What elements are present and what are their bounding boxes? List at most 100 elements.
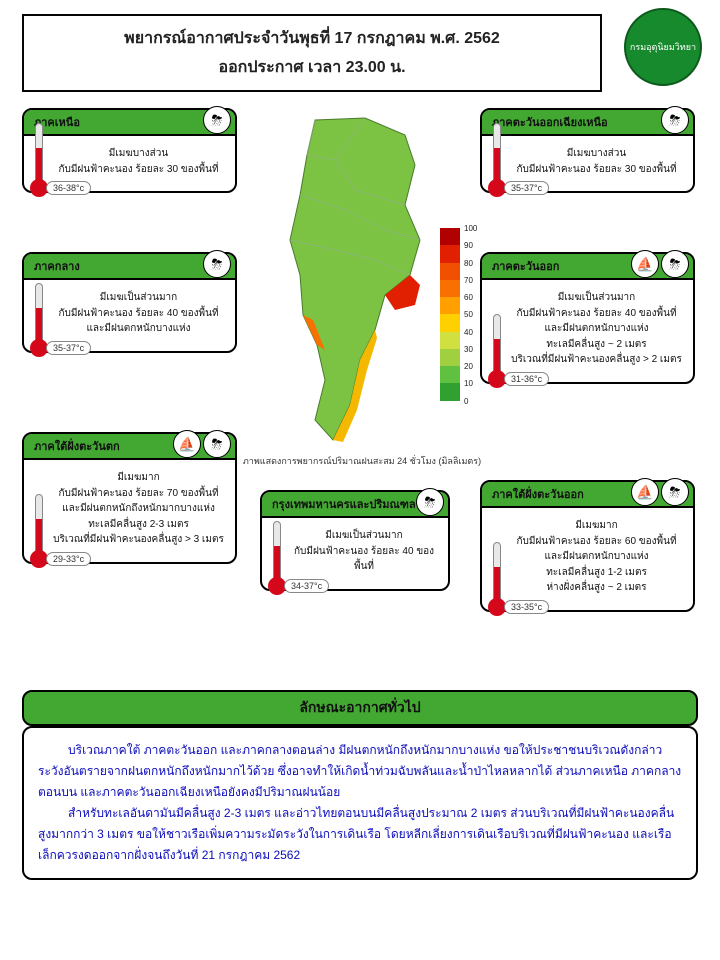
storm-icon: ⛈ [661, 478, 689, 506]
region-card-bkk: กรุงเทพมหานครและปริมณฑล⛈มีเมฆเป็นส่วนมาก… [260, 490, 450, 591]
region-title: ภาคตะวันออก [492, 257, 559, 275]
region-card-south_w: ภาคใต้ฝั่งตะวันตก⛵⛈มีเมฆมากกับมีฝนฟ้าคะน… [22, 432, 237, 564]
general-p2: สำหรับทะเลอันดามันมีคลื่นสูง 2-3 เมตร แล… [38, 803, 682, 866]
forecast-line: มีเมฆมาก [510, 518, 683, 534]
forecast-line: ห่างฝั่งคลื่นสูง ~ 2 เมตร [510, 580, 683, 596]
region-body-east: มีเมฆเป็นส่วนมากกับมีฝนฟ้าคะนอง ร้อยละ 4… [482, 280, 693, 382]
legend-cell [440, 366, 460, 383]
header-box: พยากรณ์อากาศประจำวันพุธที่ 17 กรกฎาคม พ.… [22, 14, 602, 92]
legend-cell [440, 245, 460, 262]
storm-icon: ⛈ [661, 106, 689, 134]
legend-label: 60 [464, 293, 473, 302]
legend-cell [440, 401, 460, 418]
region-card-north: ภาคเหนือ⛈ มีเมฆบางส่วนกับมีฝนฟ้าคะนอง ร้อ… [22, 108, 237, 193]
map-legend: 1009080706050403020100 [440, 228, 460, 418]
temp-badge: 31-36°c [504, 372, 549, 386]
region-head-bkk: กรุงเทพมหานครและปริมณฑล⛈ [262, 492, 448, 518]
forecast-line: กับมีฝนฟ้าคะนอง ร้อยละ 60 ของพื้นที่ [510, 534, 683, 550]
legend-cell [440, 263, 460, 280]
forecast-line: บริเวณที่มีฝนฟ้าคะนองคลื่นสูง > 3 เมตร [52, 532, 225, 548]
forecast-line: มีเมฆบางส่วน [52, 146, 225, 162]
header-line2: ออกประกาศ เวลา 23.00 น. [36, 55, 588, 80]
temp-badge: 35-37°c [504, 181, 549, 195]
map-caption: ภาพแสดงการพยากรณ์ปริมาณฝนสะสม 24 ชั่วโมง… [232, 454, 492, 468]
forecast-line: และมีฝนตกหนักบางแห่ง [52, 321, 225, 337]
forecast-line: กับมีฝนฟ้าคะนอง ร้อยละ 40 ของพื้นที่ [510, 306, 683, 322]
region-card-northeast: ภาคตะวันออกเฉียงเหนือ⛈มีเมฆบางส่วนกับมีฝ… [480, 108, 695, 193]
forecast-line: ทะเลมีคลื่นสูง ~ 2 เมตร [510, 337, 683, 353]
forecast-line: มีเมฆเป็นส่วนมาก [52, 290, 225, 306]
weather-icons: ⛈ [416, 488, 444, 516]
weather-icons: ⛵⛈ [631, 250, 689, 278]
storm-icon: ⛈ [416, 488, 444, 516]
forecast-line: ทะเลมีคลื่นสูง 2-3 เมตร [52, 517, 225, 533]
legend-cell [440, 314, 460, 331]
weather-icons: ⛵⛈ [173, 430, 231, 458]
forecast-line: กับมีฝนฟ้าคะนอง ร้อยละ 40 ของพื้นที่ [290, 544, 438, 575]
legend-label: 30 [464, 345, 473, 354]
legend-cell [440, 228, 460, 245]
region-head-south_e: ภาคใต้ฝั่งตะวันออก⛵⛈ [482, 482, 693, 508]
weather-icons: ⛈ [203, 106, 231, 134]
legend-label: 0 [464, 397, 468, 406]
thailand-map [255, 110, 465, 450]
region-body-south_w: มีเมฆมากกับมีฝนฟ้าคะนอง ร้อยละ 70 ของพื้… [24, 460, 235, 562]
forecast-line: มีเมฆบางส่วน [510, 146, 683, 162]
region-card-east: ภาคตะวันออก⛵⛈มีเมฆเป็นส่วนมากกับมีฝนฟ้าค… [480, 252, 695, 384]
region-card-central: ภาคกลาง⛈มีเมฆเป็นส่วนมากกับมีฝนฟ้าคะนอง … [22, 252, 237, 353]
forecast-line: และมีฝนตกหนักบางแห่ง [510, 321, 683, 337]
region-body-central: มีเมฆเป็นส่วนมากกับมีฝนฟ้าคะนอง ร้อยละ 4… [24, 280, 235, 351]
storm-icon: ⛈ [661, 250, 689, 278]
temp-badge: 33-35°c [504, 600, 549, 614]
weather-icons: ⛈ [203, 250, 231, 278]
general-body: บริเวณภาคใต้ ภาคตะวันออก และภาคกลางตอนล่… [22, 726, 698, 880]
general-p1: บริเวณภาคใต้ ภาคตะวันออก และภาคกลางตอนล่… [38, 740, 682, 803]
legend-label: 50 [464, 310, 473, 319]
header-line1: พยากรณ์อากาศประจำวันพุธที่ 17 กรกฎาคม พ.… [36, 26, 588, 51]
temp-badge: 29-33°c [46, 552, 91, 566]
region-head-south_w: ภาคใต้ฝั่งตะวันตก⛵⛈ [24, 434, 235, 460]
forecast-line: ทะเลมีคลื่นสูง 1-2 เมตร [510, 565, 683, 581]
legend-cell [440, 349, 460, 366]
region-card-south_e: ภาคใต้ฝั่งตะวันออก⛵⛈มีเมฆมากกับมีฝนฟ้าคะ… [480, 480, 695, 612]
forecast-line: กับมีฝนฟ้าคะนอง ร้อยละ 70 ของพื้นที่ [52, 486, 225, 502]
region-title: ภาคใต้ฝั่งตะวันตก [34, 437, 120, 455]
forecast-line: กับมีฝนฟ้าคะนอง ร้อยละ 30 ของพื้นที่ [510, 162, 683, 178]
temp-badge: 34-37°c [284, 579, 329, 593]
region-head-northeast: ภาคตะวันออกเฉียงเหนือ⛈ [482, 110, 693, 136]
forecast-line: มีเมฆเป็นส่วนมาก [510, 290, 683, 306]
temp-badge: 35-37°c [46, 341, 91, 355]
forecast-line: และมีฝนตกหนักถึงหนักมากบางแห่ง [52, 501, 225, 517]
legend-label: 40 [464, 328, 473, 337]
storm-icon: ⛈ [203, 250, 231, 278]
region-head-central: ภาคกลาง⛈ [24, 254, 235, 280]
general-head: ลักษณะอากาศทั่วไป [22, 690, 698, 726]
logo-label: กรมอุตุนิยมวิทยา [630, 40, 696, 54]
boat-icon: ⛵ [631, 250, 659, 278]
forecast-line: กับมีฝนฟ้าคะนอง ร้อยละ 30 ของพื้นที่ [52, 162, 225, 178]
legend-label: 80 [464, 259, 473, 268]
legend-label: 10 [464, 379, 473, 388]
storm-icon: ⛈ [203, 106, 231, 134]
tmd-logo: กรมอุตุนิยมวิทยา [624, 8, 702, 86]
region-head-east: ภาคตะวันออก⛵⛈ [482, 254, 693, 280]
legend-label: 90 [464, 241, 473, 250]
legend-cell [440, 280, 460, 297]
region-title: ภาคใต้ฝั่งตะวันออก [492, 485, 584, 503]
legend-label: 100 [464, 224, 477, 233]
region-title: ภาคกลาง [34, 257, 80, 275]
general-title: ลักษณะอากาศทั่วไป [299, 699, 420, 715]
boat-icon: ⛵ [173, 430, 201, 458]
region-body-south_e: มีเมฆมากกับมีฝนฟ้าคะนอง ร้อยละ 60 ของพื้… [482, 508, 693, 610]
forecast-line: มีเมฆเป็นส่วนมาก [290, 528, 438, 544]
weather-icons: ⛈ [661, 106, 689, 134]
boat-icon: ⛵ [631, 478, 659, 506]
legend-cell [440, 297, 460, 314]
legend-cell [440, 332, 460, 349]
legend-cell [440, 383, 460, 400]
region-title: ภาคตะวันออกเฉียงเหนือ [492, 113, 608, 131]
storm-icon: ⛈ [203, 430, 231, 458]
region-body-bkk: มีเมฆเป็นส่วนมากกับมีฝนฟ้าคะนอง ร้อยละ 4… [262, 518, 448, 589]
forecast-line: และมีฝนตกหนักบางแห่ง [510, 549, 683, 565]
region-head-north: ภาคเหนือ⛈ [24, 110, 235, 136]
